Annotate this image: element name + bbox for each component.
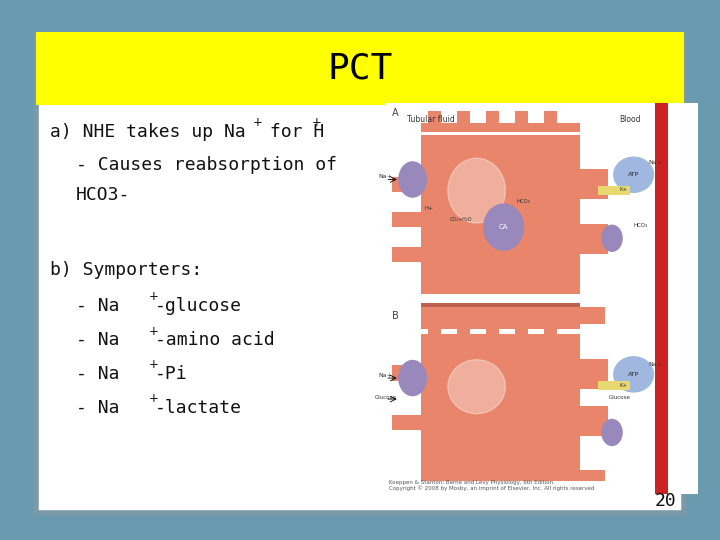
Bar <box>392 247 425 262</box>
Bar <box>598 381 630 390</box>
Text: +: + <box>149 392 159 405</box>
Text: Na+: Na+ <box>378 174 392 179</box>
Text: b) Symporters:: b) Symporters: <box>50 261 202 279</box>
Text: A: A <box>392 108 399 118</box>
Text: PCT: PCT <box>328 52 392 86</box>
Text: B: B <box>392 311 399 321</box>
Text: - Na: - Na <box>76 297 119 315</box>
Bar <box>428 322 441 334</box>
Ellipse shape <box>484 204 523 250</box>
FancyBboxPatch shape <box>36 38 684 513</box>
Text: -Pi: -Pi <box>155 364 187 383</box>
Ellipse shape <box>614 157 654 192</box>
Bar <box>392 177 425 192</box>
Ellipse shape <box>602 420 622 446</box>
Bar <box>598 186 630 195</box>
Text: Na+: Na+ <box>378 373 392 378</box>
Text: -lactate: -lactate <box>155 399 242 417</box>
Text: +: + <box>149 291 159 303</box>
Bar <box>421 343 580 467</box>
Bar <box>421 303 580 307</box>
Bar <box>655 103 668 494</box>
Bar <box>486 111 499 123</box>
Text: K+: K+ <box>619 187 627 192</box>
Bar <box>457 111 470 123</box>
Bar <box>580 225 608 254</box>
Text: - Na: - Na <box>76 331 119 349</box>
Bar <box>580 470 605 481</box>
Text: Blood: Blood <box>619 114 641 124</box>
Text: - Na: - Na <box>76 399 119 417</box>
Text: CA: CA <box>499 224 508 230</box>
Text: Na+: Na+ <box>648 362 662 367</box>
Ellipse shape <box>602 225 622 251</box>
Ellipse shape <box>399 162 426 197</box>
Text: for H: for H <box>259 123 325 141</box>
Bar <box>36 32 684 105</box>
Text: ATP: ATP <box>628 372 639 377</box>
Text: -glucose: -glucose <box>155 297 242 315</box>
Bar <box>421 123 580 132</box>
Bar <box>392 212 425 227</box>
Bar <box>392 366 425 381</box>
Bar <box>580 360 608 389</box>
Bar <box>421 467 580 481</box>
Bar <box>385 103 698 494</box>
Text: HCO₃: HCO₃ <box>634 223 648 228</box>
Ellipse shape <box>448 158 505 223</box>
Text: a) NHE takes up Na: a) NHE takes up Na <box>50 123 246 141</box>
Text: HCO₃: HCO₃ <box>516 199 530 204</box>
Bar <box>421 307 580 329</box>
Text: -amino acid: -amino acid <box>155 331 274 349</box>
Text: Glucose: Glucose <box>374 395 396 400</box>
Text: +: + <box>149 358 159 371</box>
Bar <box>457 322 470 334</box>
Text: HCO3-: HCO3- <box>76 186 130 205</box>
Ellipse shape <box>399 361 426 396</box>
Text: CO₂+H₂O: CO₂+H₂O <box>450 217 472 222</box>
Ellipse shape <box>448 360 505 414</box>
Text: Tubular fluid: Tubular fluid <box>407 114 454 124</box>
Text: +: + <box>252 116 262 129</box>
Text: H+: H+ <box>425 206 433 211</box>
Bar <box>580 313 605 323</box>
Bar <box>580 307 605 318</box>
Bar <box>515 322 528 334</box>
Text: K+: K+ <box>619 383 627 388</box>
Bar <box>428 111 441 123</box>
Text: Na+: Na+ <box>648 160 662 165</box>
Text: - Na: - Na <box>76 364 119 383</box>
Ellipse shape <box>614 357 654 392</box>
Bar <box>580 169 608 199</box>
Text: Koeppen & Stanton: Berne and Levy Physiology, 6th Edition.
Copyright © 2008 by M: Koeppen & Stanton: Berne and Levy Physio… <box>389 480 594 491</box>
Bar <box>486 322 499 334</box>
Bar <box>421 467 580 472</box>
Bar <box>544 322 557 334</box>
Bar <box>544 111 557 123</box>
Text: - Causes reabsorption of: - Causes reabsorption of <box>76 156 337 174</box>
Text: +: + <box>312 116 322 129</box>
Bar <box>515 111 528 123</box>
Bar <box>392 415 425 430</box>
Text: 20: 20 <box>655 492 677 510</box>
Bar <box>580 407 608 436</box>
Text: Glucose: Glucose <box>608 395 630 400</box>
Text: +: + <box>149 325 159 338</box>
Bar <box>421 135 580 294</box>
Text: ATP: ATP <box>628 172 639 177</box>
Bar <box>421 334 580 343</box>
